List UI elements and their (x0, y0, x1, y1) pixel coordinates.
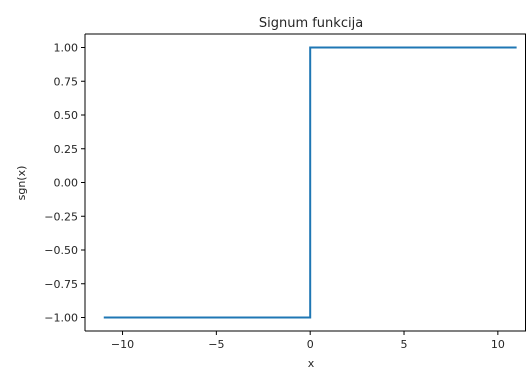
y-tick-label: −0.50 (44, 244, 78, 257)
y-tick-label: 0.75 (54, 75, 79, 88)
plot-area: −10 −5 0 5 10 −1.00 −0.75 −0.50 −0.25 0.00 0.25 0.5… (44, 33, 526, 351)
x-tick-label: 10 (491, 338, 505, 351)
y-tick-label: −0.25 (44, 210, 78, 223)
x-axis-label: x (308, 357, 315, 370)
y-axis-label: sgn(x) (15, 166, 28, 201)
x-tick-label: 5 (401, 338, 408, 351)
y-tick-label: 0.50 (54, 109, 79, 122)
y-tick-label: 0.00 (54, 177, 79, 190)
x-tick-label: −5 (208, 338, 224, 351)
x-tick-label: −10 (111, 338, 134, 351)
series-line (103, 46, 517, 319)
y-tick-label: −0.75 (44, 278, 78, 291)
chart-title: Signum funkcija (259, 16, 363, 31)
y-tick-label: 1.00 (54, 42, 79, 55)
y-tick-label: 0.25 (54, 143, 79, 156)
x-tick-label: 0 (307, 338, 314, 351)
y-tick-label: −1.00 (44, 312, 78, 325)
